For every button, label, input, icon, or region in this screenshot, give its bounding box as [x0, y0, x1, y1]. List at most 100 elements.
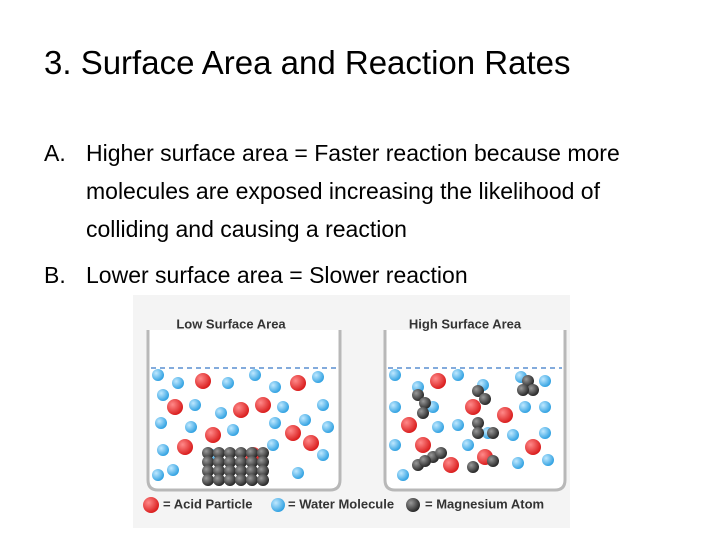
magnesium-atom — [257, 456, 269, 468]
legend-icon — [143, 497, 159, 513]
acid-particle — [195, 373, 211, 389]
magnesium-atom — [213, 474, 225, 486]
magnesium-atom — [417, 407, 429, 419]
magnesium-atom — [224, 447, 236, 459]
water-molecule — [269, 417, 281, 429]
particles — [152, 369, 554, 486]
beaker-label: Low Surface Area — [176, 316, 286, 331]
water-molecule — [292, 467, 304, 479]
magnesium-atom — [235, 474, 247, 486]
water-molecule — [249, 369, 261, 381]
water-molecule — [397, 469, 409, 481]
water-molecule — [507, 429, 519, 441]
figure: Low Surface Area High Surface Area = Aci… — [133, 295, 570, 528]
water-molecule — [267, 439, 279, 451]
water-molecule — [172, 377, 184, 389]
acid-particle — [233, 402, 249, 418]
magnesium-atom — [235, 456, 247, 468]
water-molecule — [299, 414, 311, 426]
acid-particle — [177, 439, 193, 455]
acid-particle — [415, 437, 431, 453]
magnesium-atom — [527, 384, 539, 396]
magnesium-atom — [213, 447, 225, 459]
magnesium-atom — [435, 447, 447, 459]
water-molecule — [539, 427, 551, 439]
magnesium-atom — [257, 474, 269, 486]
water-molecule — [155, 417, 167, 429]
list-item: A. Higher surface area = Faster reaction… — [44, 134, 684, 248]
acid-particle — [285, 425, 301, 441]
magnesium-atom — [246, 474, 258, 486]
bullet-list: A. Higher surface area = Faster reaction… — [44, 134, 684, 302]
water-molecule — [539, 401, 551, 413]
acid-particle — [497, 407, 513, 423]
magnesium-atom — [235, 465, 247, 477]
water-molecule — [185, 421, 197, 433]
water-molecule — [227, 424, 239, 436]
magnesium-atom — [419, 455, 431, 467]
water-molecule — [389, 401, 401, 413]
acid-particle — [303, 435, 319, 451]
magnesium-atom — [246, 447, 258, 459]
item-text: Lower surface area = Slower reaction — [86, 262, 468, 288]
acid-particle — [525, 439, 541, 455]
legend-icon — [406, 498, 420, 512]
water-molecule — [157, 389, 169, 401]
magnesium-atom — [257, 465, 269, 477]
magnesium-atom — [202, 447, 214, 459]
magnesium-atom — [472, 427, 484, 439]
water-molecule — [389, 369, 401, 381]
magnesium-atom — [235, 447, 247, 459]
magnesium-atom — [472, 385, 484, 397]
water-molecule — [189, 399, 201, 411]
magnesium-atom — [487, 427, 499, 439]
water-molecule — [452, 419, 464, 431]
magnesium-atom — [479, 393, 491, 405]
acid-particle — [443, 457, 459, 473]
magnesium-atom — [412, 389, 424, 401]
water-molecule — [215, 407, 227, 419]
legend-label: = Water Molecule — [288, 496, 394, 511]
water-molecule — [152, 369, 164, 381]
magnesium-atom — [472, 417, 484, 429]
water-molecule — [519, 401, 531, 413]
water-molecule — [512, 457, 524, 469]
magnesium-atom — [246, 465, 258, 477]
water-molecule — [462, 439, 474, 451]
water-molecule — [317, 449, 329, 461]
item-marker: B. — [44, 262, 66, 288]
magnesium-atom — [224, 456, 236, 468]
item-marker: A. — [44, 140, 66, 166]
water-molecule — [152, 469, 164, 481]
magnesium-atom — [213, 465, 225, 477]
legend-label: = Acid Particle — [163, 496, 252, 511]
legend-label: = Magnesium Atom — [425, 496, 544, 511]
water-molecule — [452, 369, 464, 381]
magnesium-atom — [202, 456, 214, 468]
magnesium-atom — [419, 397, 431, 409]
water-molecule — [157, 444, 169, 456]
magnesium-atom — [487, 455, 499, 467]
acid-particle — [290, 375, 306, 391]
acid-particle — [401, 417, 417, 433]
magnesium-atom — [467, 461, 479, 473]
legend-icon — [271, 498, 285, 512]
acid-particle — [255, 397, 271, 413]
water-molecule — [322, 421, 334, 433]
slide-title: 3. Surface Area and Reaction Rates — [44, 44, 571, 81]
water-molecule — [317, 399, 329, 411]
magnesium-atom — [213, 456, 225, 468]
magnesium-atom — [522, 375, 534, 387]
water-molecule — [542, 454, 554, 466]
magnesium-atom — [517, 384, 529, 396]
acid-particle — [430, 373, 446, 389]
magnesium-atom — [224, 474, 236, 486]
magnesium-atom — [257, 447, 269, 459]
water-molecule — [222, 377, 234, 389]
acid-particle — [167, 399, 183, 415]
magnesium-atom — [202, 474, 214, 486]
water-molecule — [539, 375, 551, 387]
water-molecule — [277, 401, 289, 413]
water-molecule — [389, 439, 401, 451]
